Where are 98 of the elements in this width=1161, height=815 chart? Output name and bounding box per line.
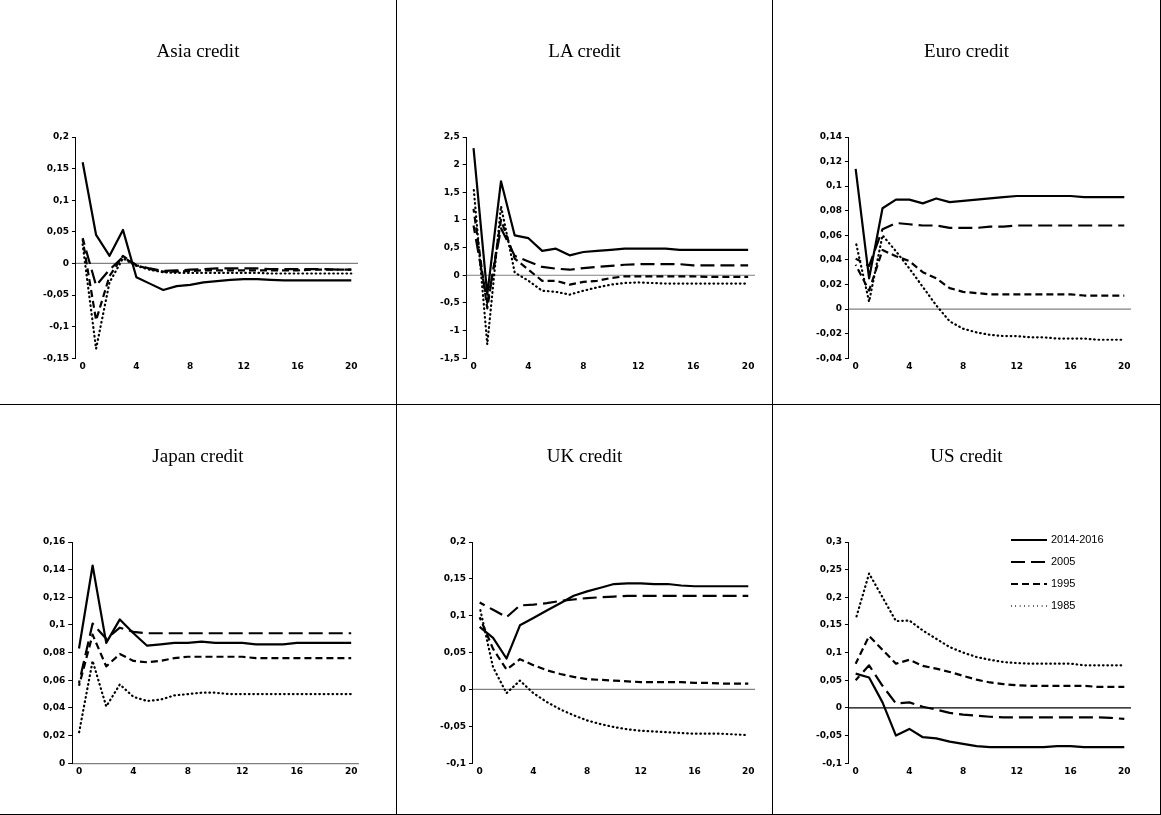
x-tick-label: 0 xyxy=(476,765,483,776)
x-tick-label: 16 xyxy=(688,765,701,776)
y-tick-label: 0 xyxy=(62,257,69,268)
y-tick-label: 0,12 xyxy=(42,591,66,602)
y-tick-label: -1,5 xyxy=(439,352,460,363)
y-tick-label: 0,08 xyxy=(819,205,842,216)
y-tick-label: 0,1 xyxy=(52,194,69,205)
chart-title: Euro credit xyxy=(923,40,1010,62)
y-tick-label: 2,5 xyxy=(443,131,460,142)
y-tick-label: -0,02 xyxy=(815,327,842,338)
y-tick-label: 2 xyxy=(453,158,460,169)
x-tick-label: 0 xyxy=(470,360,477,371)
x-tick-label: 12 xyxy=(632,360,645,371)
x-tick-label: 20 xyxy=(1118,765,1131,776)
y-tick-label: 0 xyxy=(835,702,842,713)
y-tick-label: 0,15 xyxy=(819,619,842,630)
y-tick-label: -0,05 xyxy=(439,720,466,731)
x-tick-label: 4 xyxy=(525,360,532,371)
y-tick-label: -0,5 xyxy=(439,297,460,308)
legend-label: 1995 xyxy=(1051,577,1076,590)
x-tick-label: 4 xyxy=(130,765,137,776)
y-tick-label: 0,25 xyxy=(819,563,842,574)
y-tick-label: -0,15 xyxy=(42,352,69,363)
y-tick-label: 0,05 xyxy=(46,226,69,237)
y-tick-label: 0,2 xyxy=(449,536,466,547)
x-tick-label: 16 xyxy=(686,360,700,371)
chart-title: US credit xyxy=(929,445,1004,467)
legend-label: 2014-2016 xyxy=(1051,533,1104,546)
x-tick-label: 12 xyxy=(1010,765,1024,776)
chart-title: Japan credit xyxy=(151,445,245,467)
y-tick-label: 0,04 xyxy=(42,702,66,713)
y-tick-label: 0,08 xyxy=(42,646,66,657)
legend-label: 2005 xyxy=(1051,555,1076,568)
legend-label: 1985 xyxy=(1051,599,1076,612)
y-tick-label: -1 xyxy=(449,324,460,335)
x-tick-label: 16 xyxy=(291,360,304,371)
y-tick-label: 0,06 xyxy=(819,229,842,240)
x-tick-label: 12 xyxy=(236,765,249,776)
x-tick-label: 4 xyxy=(906,360,913,371)
y-tick-label: 0,3 xyxy=(825,536,842,547)
x-tick-label: 0 xyxy=(852,765,859,776)
x-tick-label: 0 xyxy=(852,360,859,371)
y-tick-label: 0,04 xyxy=(819,254,842,265)
y-tick-label: 0,15 xyxy=(443,573,466,584)
y-tick-label: 0 xyxy=(58,757,66,768)
x-tick-label: 20 xyxy=(741,360,755,371)
y-tick-label: 0,2 xyxy=(52,131,69,142)
x-tick-label: 0 xyxy=(79,360,86,371)
x-tick-label: 16 xyxy=(1064,765,1077,776)
x-tick-label: 20 xyxy=(345,360,358,371)
x-tick-label: 8 xyxy=(580,360,587,371)
y-tick-label: 0 xyxy=(453,269,460,280)
y-tick-label: 0,14 xyxy=(42,563,66,574)
x-tick-label: 16 xyxy=(290,765,304,776)
y-tick-label: 0,1 xyxy=(449,610,466,621)
y-tick-label: 0,05 xyxy=(443,646,466,657)
y-tick-label: -0,1 xyxy=(446,757,466,768)
y-tick-label: 0 xyxy=(835,303,842,314)
x-tick-label: 4 xyxy=(133,360,140,371)
y-tick-label: 0,1 xyxy=(49,619,66,630)
chart-title: Asia credit xyxy=(155,40,241,62)
y-tick-label: 0,14 xyxy=(819,131,842,142)
x-tick-label: 0 xyxy=(75,765,83,776)
y-tick-label: 0,5 xyxy=(443,241,460,252)
y-tick-label: 0 xyxy=(459,683,466,694)
chart-title: LA credit xyxy=(547,40,622,62)
x-tick-label: 8 xyxy=(184,765,192,776)
y-tick-label: 0,15 xyxy=(46,162,69,173)
y-tick-label: 0,05 xyxy=(819,674,842,685)
chart-title: UK credit xyxy=(545,445,624,467)
y-tick-label: 0,02 xyxy=(819,278,842,289)
y-tick-label: 0,1 xyxy=(825,646,842,657)
x-tick-label: 8 xyxy=(186,360,194,371)
y-tick-label: 0,2 xyxy=(825,591,842,602)
y-tick-label: 0,06 xyxy=(42,674,66,685)
x-tick-label: 20 xyxy=(1118,360,1131,371)
x-tick-label: 8 xyxy=(959,765,967,776)
x-tick-label: 8 xyxy=(959,360,967,371)
x-tick-label: 12 xyxy=(634,765,648,776)
x-tick-label: 16 xyxy=(1064,360,1077,371)
y-tick-label: 0,12 xyxy=(819,155,842,166)
x-tick-label: 4 xyxy=(530,765,537,776)
y-tick-label: 0,1 xyxy=(825,180,842,191)
y-tick-label: -0,1 xyxy=(822,757,842,768)
y-tick-label: 1 xyxy=(453,214,460,225)
x-tick-label: 20 xyxy=(742,765,755,776)
y-tick-label: 1,5 xyxy=(443,186,460,197)
x-tick-label: 12 xyxy=(1010,360,1024,371)
x-tick-label: 12 xyxy=(237,360,251,371)
y-tick-label: 0,02 xyxy=(42,729,66,740)
x-tick-label: 4 xyxy=(906,765,913,776)
y-tick-label: -0,04 xyxy=(815,352,842,363)
y-tick-label: -0,05 xyxy=(815,729,842,740)
y-tick-label: 0,16 xyxy=(42,536,66,547)
x-tick-label: 8 xyxy=(583,765,591,776)
y-tick-label: -0,05 xyxy=(42,289,69,300)
x-tick-label: 20 xyxy=(344,765,358,776)
y-tick-label: -0,1 xyxy=(49,320,69,331)
